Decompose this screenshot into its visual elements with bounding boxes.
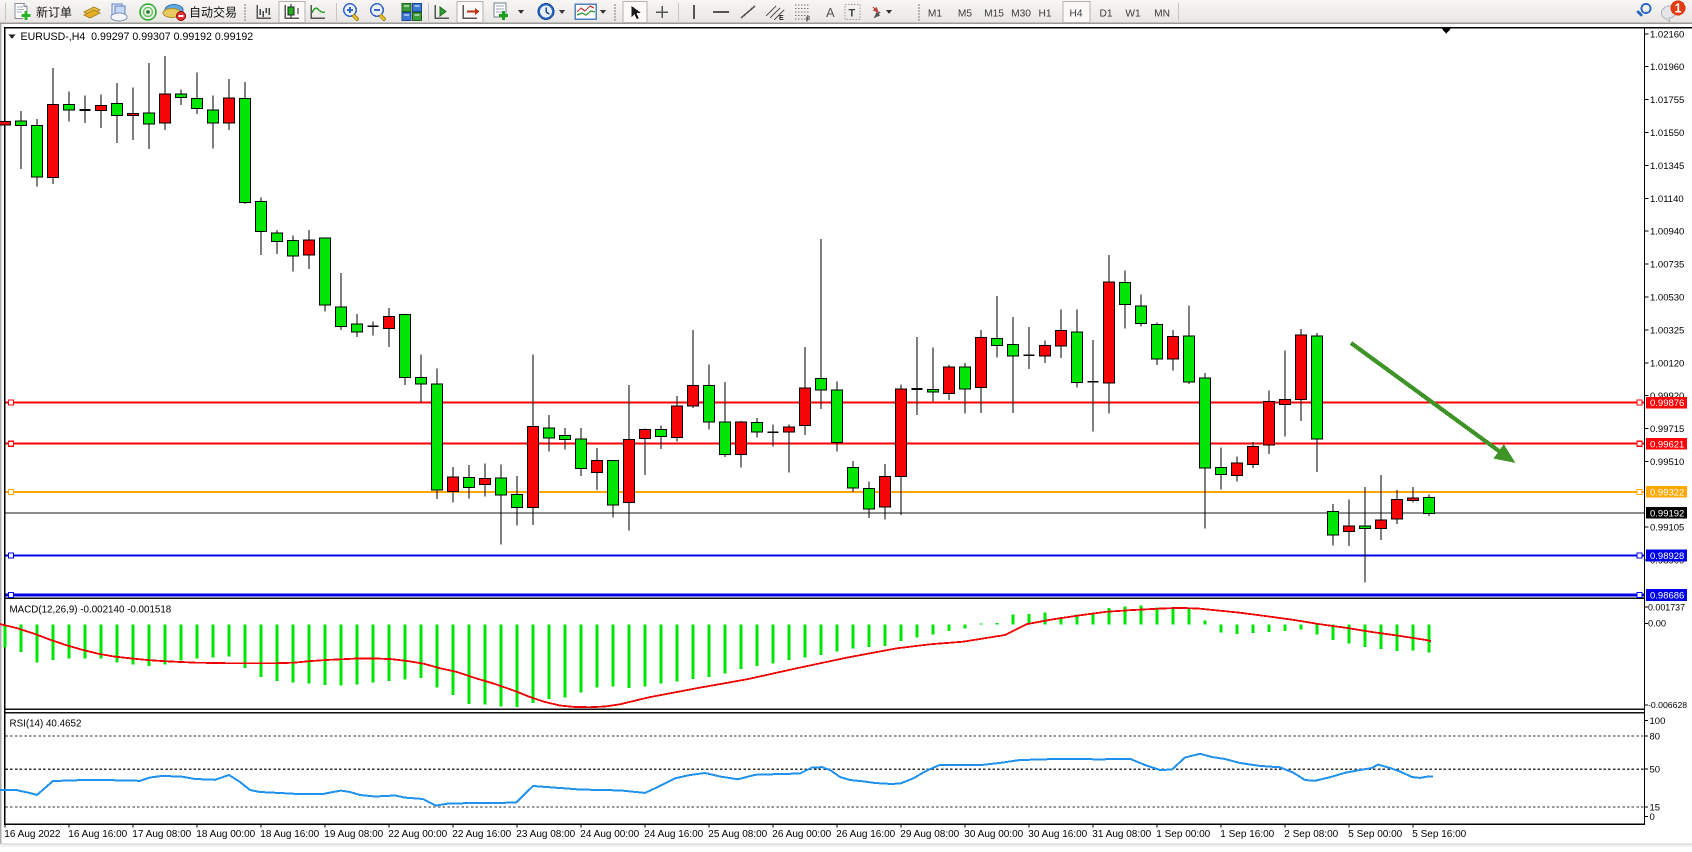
svg-text:25 Aug 08:00: 25 Aug 08:00 (708, 829, 767, 840)
svg-text:1.01960: 1.01960 (1650, 62, 1684, 73)
svg-text:0.001737: 0.001737 (1648, 602, 1685, 612)
svg-text:18 Aug 00:00: 18 Aug 00:00 (196, 829, 255, 840)
svg-text:1: 1 (1675, 2, 1682, 16)
svg-text:MACD(12,26,9) -0.002140 -0.001: MACD(12,26,9) -0.002140 -0.001518 (10, 605, 172, 616)
svg-text:29 Aug 08:00: 29 Aug 08:00 (900, 829, 959, 840)
svg-text:E: E (779, 15, 784, 22)
svg-text:0.99621: 0.99621 (1650, 439, 1684, 450)
svg-text:19 Aug 08:00: 19 Aug 08:00 (324, 829, 383, 840)
svg-text:0.99192: 0.99192 (1650, 509, 1684, 520)
svg-text:5 Sep 16:00: 5 Sep 16:00 (1412, 829, 1466, 840)
svg-text:1.00325: 1.00325 (1650, 326, 1684, 337)
svg-text:17 Aug 08:00: 17 Aug 08:00 (132, 829, 191, 840)
svg-text:1.01550: 1.01550 (1650, 128, 1684, 139)
svg-text:1 Sep 00:00: 1 Sep 00:00 (1156, 829, 1210, 840)
svg-text:22 Aug 00:00: 22 Aug 00:00 (388, 829, 447, 840)
svg-text:0.98928: 0.98928 (1650, 551, 1684, 562)
svg-text:W1: W1 (1125, 9, 1141, 20)
svg-text:EURUSD-,H4 0.99297 0.99307 0.: EURUSD-,H4 0.99297 0.99307 0.99192 0.991… (21, 31, 254, 43)
svg-text:15: 15 (1650, 802, 1661, 813)
svg-text:T: T (849, 8, 856, 20)
svg-text:31 Aug 08:00: 31 Aug 08:00 (1092, 829, 1151, 840)
svg-text:18 Aug 16:00: 18 Aug 16:00 (260, 829, 319, 840)
svg-text:16 Aug 2022: 16 Aug 2022 (4, 829, 61, 840)
svg-text:0.99510: 0.99510 (1650, 457, 1684, 468)
svg-text:H4: H4 (1069, 9, 1082, 20)
svg-text:22 Aug 16:00: 22 Aug 16:00 (452, 829, 511, 840)
svg-text:-0.006628: -0.006628 (1648, 700, 1687, 710)
svg-text:26 Aug 00:00: 26 Aug 00:00 (772, 829, 831, 840)
svg-text:2 Sep 08:00: 2 Sep 08:00 (1284, 829, 1338, 840)
svg-text:1.00120: 1.00120 (1650, 359, 1684, 370)
svg-text:0.99920: 0.99920 (1650, 391, 1684, 402)
svg-text:A: A (826, 5, 835, 20)
svg-text:5 Sep 00:00: 5 Sep 00:00 (1348, 829, 1402, 840)
svg-text:0.00: 0.00 (1648, 619, 1666, 629)
svg-text:0.99322: 0.99322 (1650, 488, 1684, 499)
svg-text:24 Aug 16:00: 24 Aug 16:00 (644, 829, 703, 840)
svg-text:0.99876: 0.99876 (1650, 398, 1684, 409)
svg-text:新订单: 新订单 (36, 5, 72, 20)
svg-text:M1: M1 (928, 9, 942, 20)
svg-text:23 Aug 08:00: 23 Aug 08:00 (516, 829, 575, 840)
svg-text:1.01345: 1.01345 (1650, 161, 1684, 172)
svg-text:30 Aug 16:00: 30 Aug 16:00 (1028, 829, 1087, 840)
svg-text:1 Sep 16:00: 1 Sep 16:00 (1220, 829, 1274, 840)
svg-text:1.02160: 1.02160 (1650, 30, 1684, 41)
svg-text:RSI(14) 40.4652: RSI(14) 40.4652 (10, 719, 82, 730)
svg-text:50: 50 (1650, 765, 1661, 776)
svg-text:16 Aug 16:00: 16 Aug 16:00 (68, 829, 127, 840)
svg-text:自动交易: 自动交易 (189, 5, 237, 20)
svg-text:80: 80 (1650, 731, 1661, 742)
svg-text:1.00530: 1.00530 (1650, 293, 1684, 304)
svg-text:M15: M15 (984, 9, 1004, 20)
svg-text:F: F (806, 17, 811, 24)
svg-text:0.98686: 0.98686 (1650, 591, 1684, 602)
svg-text:0: 0 (1650, 812, 1655, 823)
svg-text:0.99105: 0.99105 (1650, 522, 1684, 533)
svg-text:MN: MN (1154, 9, 1170, 20)
svg-text:100: 100 (1650, 716, 1666, 727)
svg-text:D1: D1 (1099, 9, 1112, 20)
svg-text:0.99715: 0.99715 (1650, 424, 1684, 435)
svg-text:1.00940: 1.00940 (1650, 227, 1684, 238)
svg-text:26 Aug 16:00: 26 Aug 16:00 (836, 829, 895, 840)
svg-text:30 Aug 00:00: 30 Aug 00:00 (964, 829, 1023, 840)
svg-text:1.01755: 1.01755 (1650, 95, 1684, 106)
svg-text:H1: H1 (1038, 9, 1051, 20)
svg-text:1.01140: 1.01140 (1650, 194, 1684, 205)
svg-text:M30: M30 (1011, 9, 1031, 20)
svg-text:24 Aug 00:00: 24 Aug 00:00 (580, 829, 639, 840)
svg-text:1.00735: 1.00735 (1650, 260, 1684, 271)
svg-text:M5: M5 (958, 9, 972, 20)
